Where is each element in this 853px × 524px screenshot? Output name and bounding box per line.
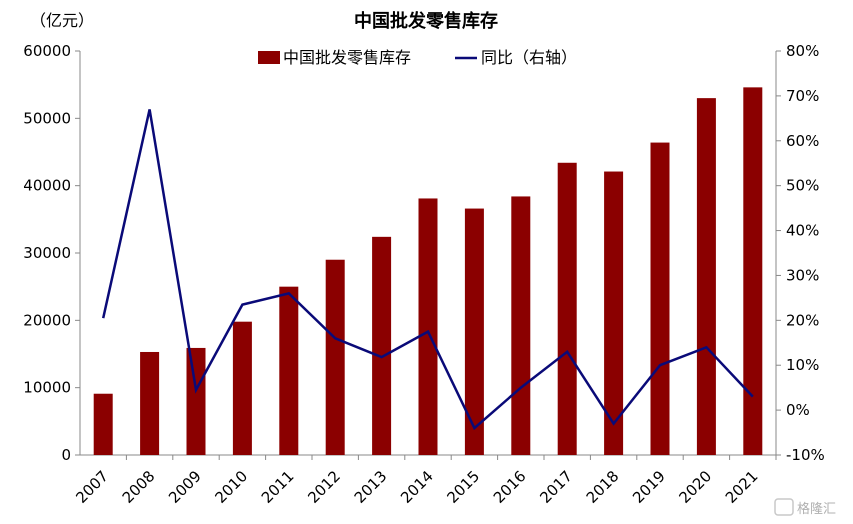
right-tick-label: 60% — [786, 132, 819, 150]
watermark-text: 格隆汇 — [797, 501, 836, 517]
left-tick-label: 0 — [61, 446, 71, 464]
chart-title: 中国批发零售库存 — [354, 10, 498, 32]
yoy-line — [101, 109, 754, 431]
x-tick-label: 2011 — [258, 467, 298, 507]
x-tick-label: 2012 — [304, 467, 344, 507]
bar-2012 — [325, 259, 345, 455]
bar-2013 — [372, 236, 392, 455]
x-tick-label: 2007 — [72, 467, 112, 507]
watermark-logo-icon — [774, 498, 794, 516]
x-tick-label: 2013 — [351, 467, 391, 507]
right-tick-label: 40% — [786, 222, 819, 240]
legend: 中国批发零售库存 同比（右轴） — [258, 48, 577, 67]
bar-2007 — [93, 393, 113, 455]
x-tick-label: 2018 — [583, 467, 623, 507]
legend-bar-swatch — [258, 51, 280, 64]
legend-bar-label: 中国批发零售库存 — [283, 48, 411, 67]
x-tick-label: 2019 — [629, 467, 669, 507]
bar-2017 — [557, 162, 577, 456]
x-tick-label: 2021 — [722, 467, 762, 507]
y-axis-unit-label: （亿元） — [30, 11, 94, 30]
left-tick-label: 20000 — [23, 311, 71, 329]
bar-2014 — [418, 198, 438, 455]
right-tick-label: 80% — [786, 42, 819, 60]
right-tick-label: 50% — [786, 177, 819, 195]
left-tick-label: 40000 — [23, 177, 71, 195]
right-tick-label: 0% — [786, 401, 810, 419]
yoy-polyline — [101, 109, 754, 431]
x-tick-label: 2016 — [490, 467, 530, 507]
bar-2016 — [511, 196, 531, 455]
bar-2020 — [696, 98, 716, 455]
bar-2019 — [650, 142, 670, 455]
left-tick-label: 50000 — [23, 109, 71, 127]
bar-2009 — [186, 347, 206, 455]
right-tick-label: 20% — [786, 311, 819, 329]
left-tick-label: 10000 — [23, 379, 71, 397]
x-tick-label: 2017 — [536, 467, 576, 507]
bar-2011 — [279, 286, 299, 455]
legend-line-label: 同比（右轴） — [481, 48, 577, 67]
x-tick-label: 2010 — [211, 467, 251, 507]
bar-2010 — [232, 321, 252, 455]
x-tick-label: 2014 — [397, 467, 437, 507]
left-tick-label: 60000 — [23, 42, 71, 60]
bar-2015 — [464, 208, 484, 455]
right-tick-label: 10% — [786, 356, 819, 374]
right-tick-label: -10% — [786, 446, 825, 464]
left-tick-label: 30000 — [23, 244, 71, 262]
x-tick-label: 2020 — [675, 467, 715, 507]
x-tick-label: 2009 — [165, 467, 205, 507]
right-tick-label: 30% — [786, 266, 819, 284]
bar-2018 — [604, 171, 624, 455]
x-tick-label: 2008 — [119, 467, 159, 507]
bars — [93, 87, 763, 456]
x-tick-label: 2015 — [443, 467, 483, 507]
bar-2008 — [140, 351, 160, 455]
watermark: 格隆汇 — [774, 498, 836, 517]
bar-2021 — [743, 87, 763, 456]
right-tick-label: 70% — [786, 87, 819, 105]
